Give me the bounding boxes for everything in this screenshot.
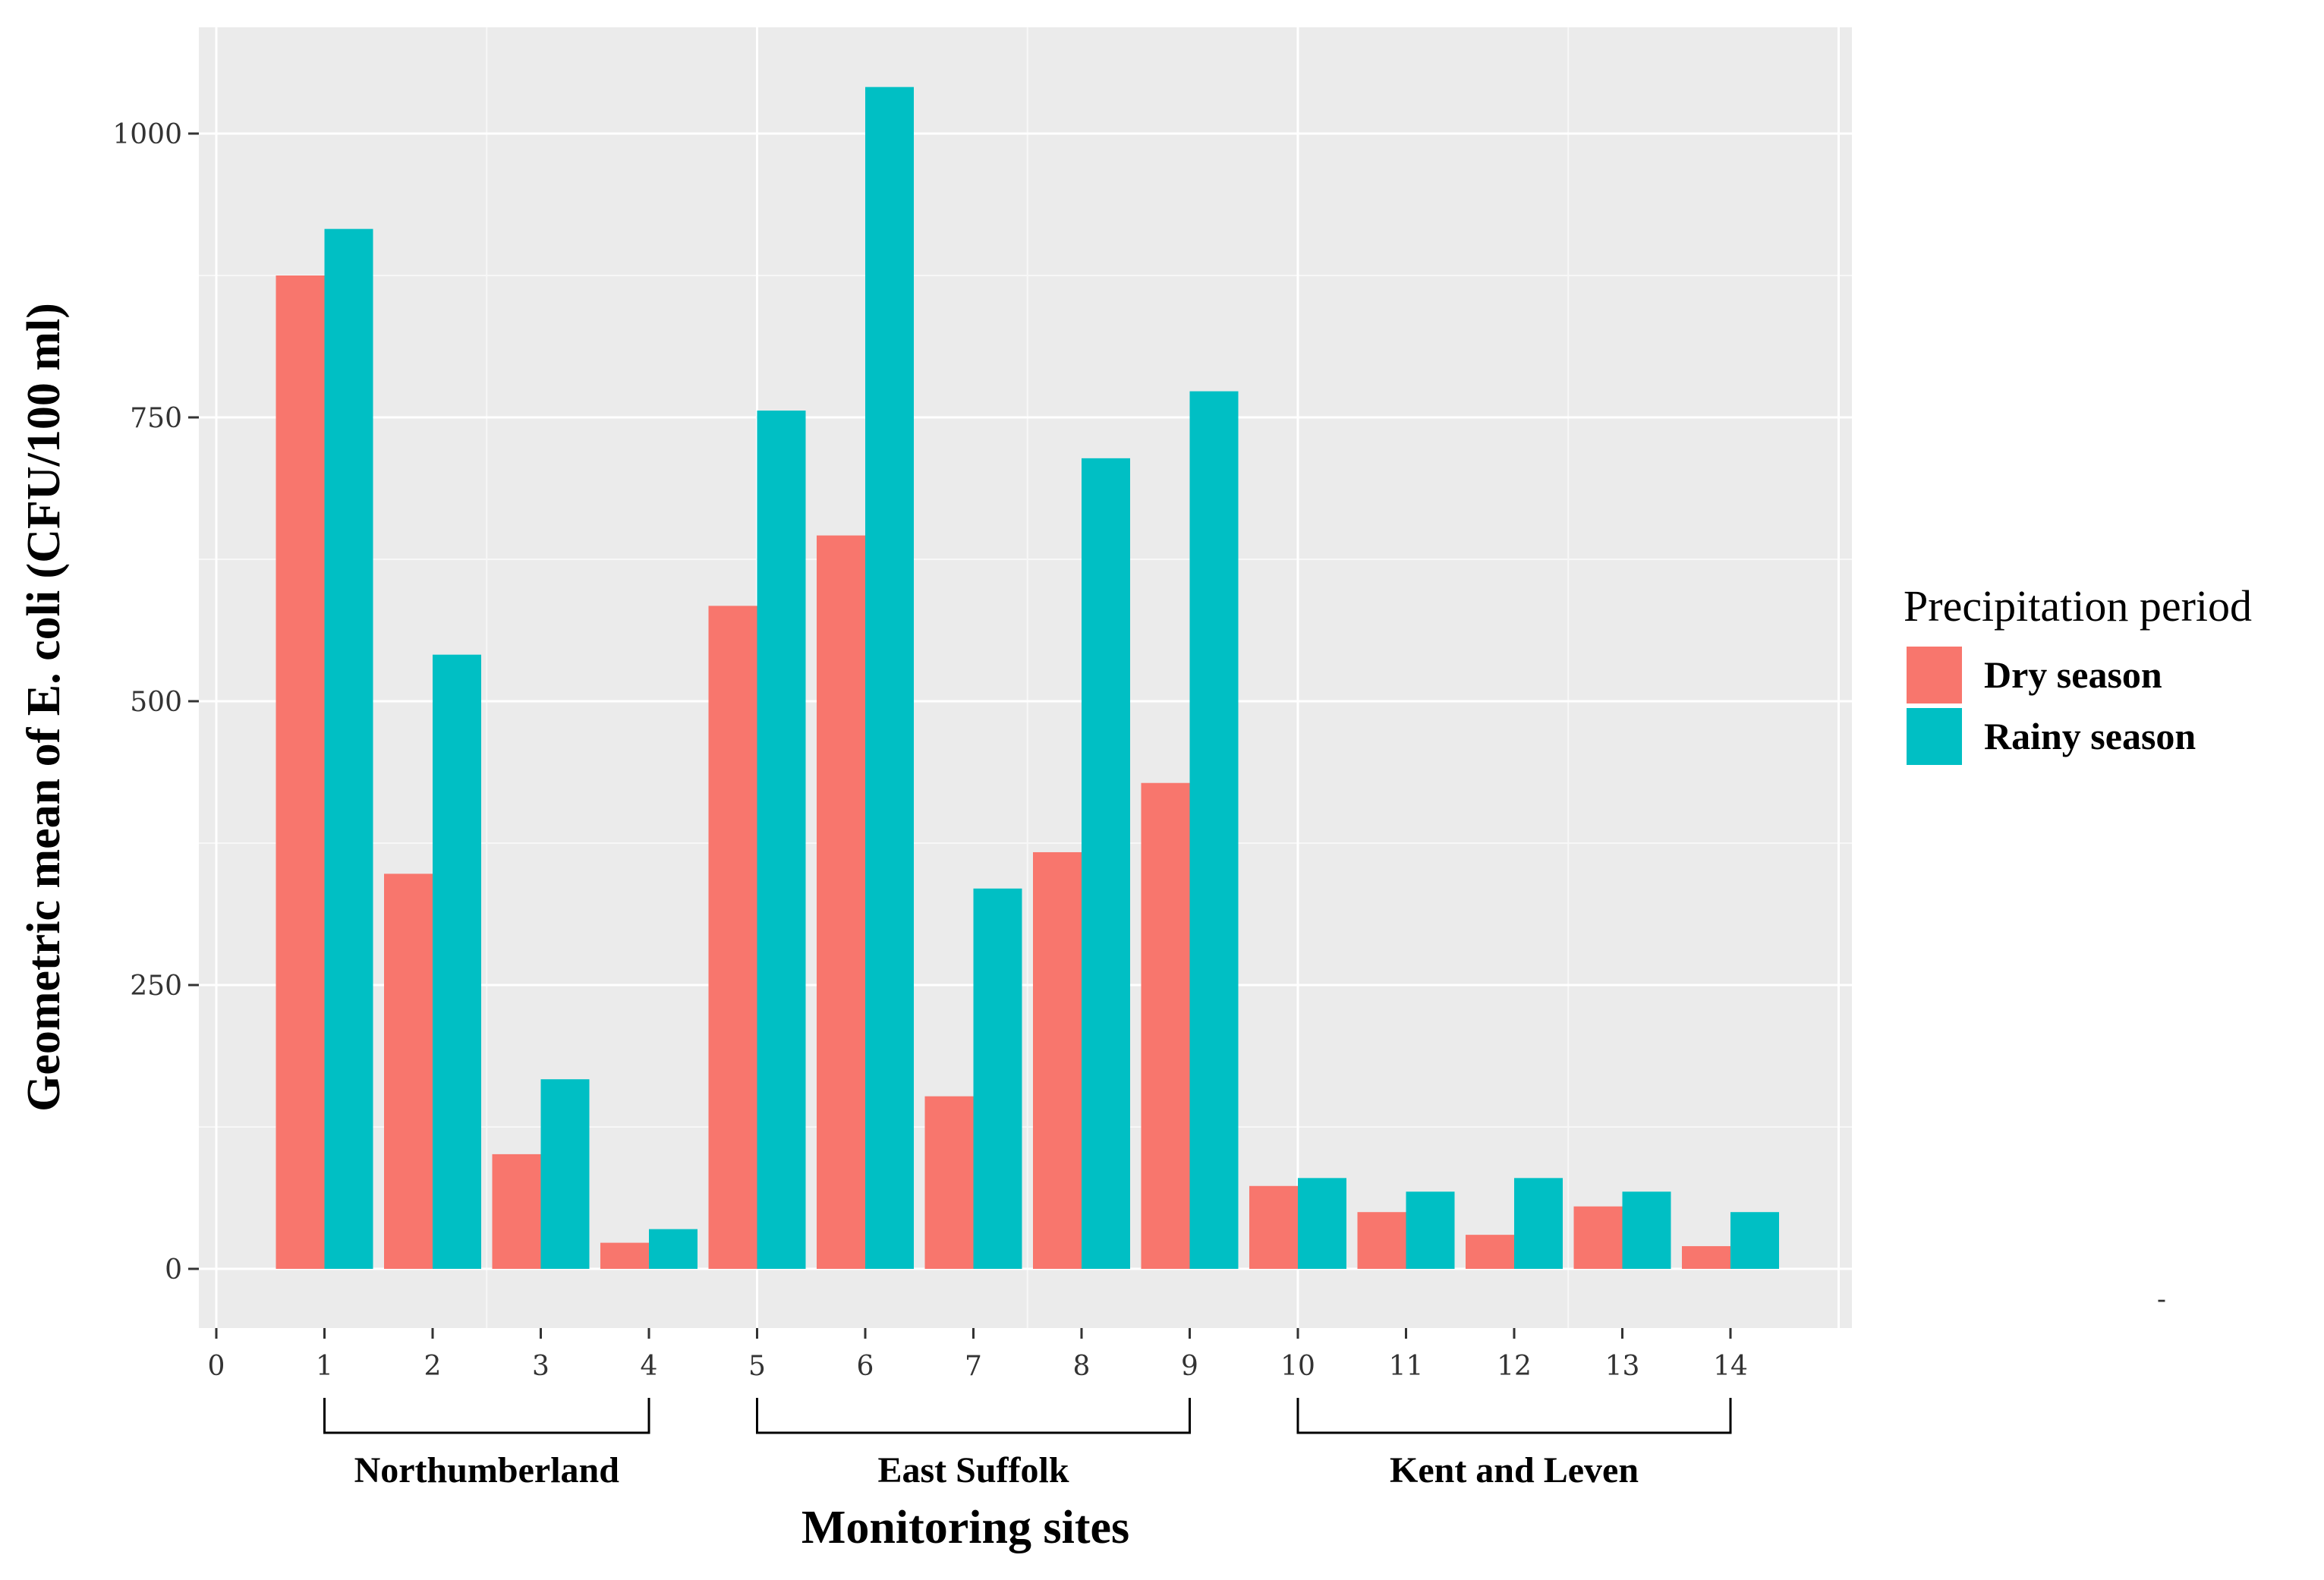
bar-dry-site-5 bbox=[708, 606, 757, 1269]
legend-label-dry-season: Dry season bbox=[1984, 653, 2162, 696]
bar-rainy-site-2 bbox=[433, 654, 481, 1269]
x-tick-label: 14 bbox=[1713, 1351, 1748, 1382]
x-tick-label: 10 bbox=[1280, 1351, 1315, 1382]
y-axis: 0 250 500 750 1000 bbox=[112, 119, 199, 1286]
legend-title: Precipitation period bbox=[1904, 581, 2252, 631]
x-axis-title: Monitoring sites bbox=[801, 1502, 1129, 1553]
group-label: East Suffolk bbox=[877, 1450, 1069, 1490]
x-tick-label: 6 bbox=[857, 1351, 874, 1382]
x-tick-label: 12 bbox=[1497, 1351, 1532, 1382]
group-label: Kent and Leven bbox=[1390, 1450, 1639, 1490]
x-tick-label: 2 bbox=[424, 1351, 442, 1382]
x-tick-label: 3 bbox=[532, 1351, 550, 1382]
bar-dry-site-4 bbox=[600, 1242, 649, 1269]
bar-rainy-site-4 bbox=[649, 1229, 698, 1269]
legend-key-dry-season bbox=[1907, 647, 1962, 703]
x-tick-label: 5 bbox=[748, 1351, 766, 1382]
x-tick-label: 9 bbox=[1181, 1351, 1198, 1382]
bar-rainy-site-12 bbox=[1514, 1178, 1563, 1269]
bar-dry-site-14 bbox=[1682, 1246, 1730, 1269]
bar-dry-site-7 bbox=[924, 1096, 974, 1269]
y-tick-label: 750 bbox=[130, 403, 182, 434]
bar-rainy-site-10 bbox=[1298, 1178, 1346, 1269]
bar-rainy-site-1 bbox=[324, 228, 373, 1269]
y-axis-title: Geometric mean of E. coli (CFU/100 ml) bbox=[18, 303, 70, 1112]
site-groups: Northumberland East Suffolk Kent and Leven bbox=[323, 1398, 1732, 1490]
x-tick-label: 8 bbox=[1073, 1351, 1091, 1382]
x-tick-label: 0 bbox=[208, 1351, 225, 1382]
legend: Precipitation period Dry season Rainy se… bbox=[1904, 581, 2252, 765]
y-tick-label: 1000 bbox=[112, 119, 182, 150]
x-tick-label: 1 bbox=[316, 1351, 333, 1382]
group-bracket bbox=[756, 1398, 1191, 1434]
y-tick-label: 500 bbox=[130, 687, 182, 718]
bar-dry-site-12 bbox=[1466, 1235, 1514, 1269]
bar-dry-site-3 bbox=[492, 1154, 541, 1269]
bar-rainy-site-14 bbox=[1730, 1212, 1779, 1269]
bars bbox=[276, 87, 1779, 1270]
x-tick-label: 11 bbox=[1389, 1351, 1424, 1382]
x-tick-label: 13 bbox=[1605, 1351, 1640, 1382]
y-tick-label: 0 bbox=[165, 1254, 182, 1286]
x-axis: 0 1 2 3 4 5 6 7 8 9 10 11 12 13 14 bbox=[208, 1328, 1748, 1382]
legend-key-rainy-season bbox=[1907, 708, 1962, 765]
bar-rainy-site-6 bbox=[865, 87, 914, 1269]
group-bracket bbox=[1296, 1398, 1732, 1434]
legend-label-rainy-season: Rainy season bbox=[1984, 715, 2196, 757]
bar-rainy-site-11 bbox=[1406, 1191, 1455, 1269]
bar-dry-site-2 bbox=[384, 873, 433, 1269]
stray-dash-mark: - bbox=[2157, 1284, 2166, 1315]
bar-rainy-site-7 bbox=[973, 888, 1022, 1269]
bar-dry-site-11 bbox=[1357, 1212, 1406, 1269]
y-tick-label: 250 bbox=[130, 971, 182, 1002]
bar-dry-site-8 bbox=[1033, 851, 1082, 1269]
group-bracket bbox=[323, 1398, 650, 1434]
bar-rainy-site-8 bbox=[1082, 458, 1130, 1270]
bar-rainy-site-13 bbox=[1622, 1191, 1671, 1269]
x-tick-label: 7 bbox=[965, 1351, 982, 1382]
bar-rainy-site-9 bbox=[1189, 391, 1239, 1269]
bar-rainy-site-5 bbox=[757, 411, 806, 1270]
x-tick-label: 4 bbox=[641, 1351, 658, 1382]
bar-dry-site-1 bbox=[276, 275, 325, 1269]
bar-dry-site-10 bbox=[1249, 1185, 1298, 1269]
bar-dry-site-9 bbox=[1141, 782, 1190, 1269]
group-label: Northumberland bbox=[354, 1450, 620, 1490]
bar-dry-site-13 bbox=[1573, 1206, 1623, 1269]
bar-rainy-site-3 bbox=[540, 1079, 590, 1269]
bar-dry-site-6 bbox=[817, 535, 865, 1269]
